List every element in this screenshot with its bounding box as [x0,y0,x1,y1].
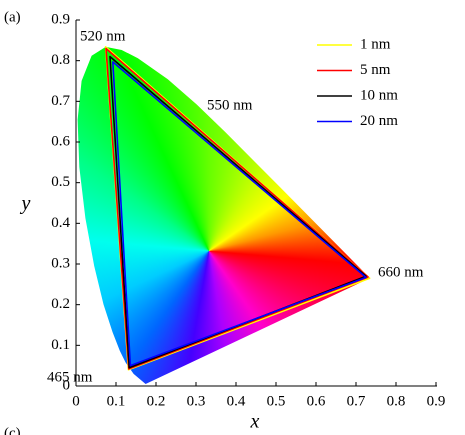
y-tick-label: 0.5 [51,174,70,190]
y-tick-label: 0.1 [51,337,70,353]
x-tick-label: 0.8 [387,393,406,409]
x-axis-label: x [250,411,260,433]
x-tick-label: 0.9 [427,393,446,409]
y-tick-label: 0.4 [51,215,70,231]
y-axis-label: y [20,193,31,215]
legend-label: 20 nm [360,113,398,129]
y-tick-label: 0.3 [51,255,70,271]
panel-label: (a) [4,9,21,25]
x-tick-label: 0.3 [187,393,206,409]
legend-label: 10 nm [360,87,398,103]
next-panel-label: (c) [4,425,21,435]
y-tick-label: 0.9 [51,11,70,27]
x-tick-label: 0 [72,393,80,409]
annotation: 520 nm [80,28,126,44]
y-tick-label: 0.2 [51,296,70,312]
y-tick-label: 0.8 [51,52,70,68]
legend-label: 1 nm [360,36,391,52]
series-line [112,61,367,367]
series-line [105,47,369,370]
x-tick-label: 0.7 [347,393,366,409]
y-tick-label: 0.7 [51,93,70,109]
x-tick-label: 0.6 [307,393,326,409]
y-tick-label: 0.6 [51,133,70,149]
annotation: 550 nm [207,97,253,113]
x-tick-label: 0.4 [227,393,246,409]
x-tick-label: 0.2 [147,393,166,409]
annotation: 660 nm [378,264,424,280]
legend-label: 5 nm [360,62,391,78]
x-tick-label: 0.1 [107,393,126,409]
annotation: 465 nm [47,369,93,385]
y-tick-label: 0 [63,377,71,393]
x-tick-label: 0.5 [267,393,286,409]
